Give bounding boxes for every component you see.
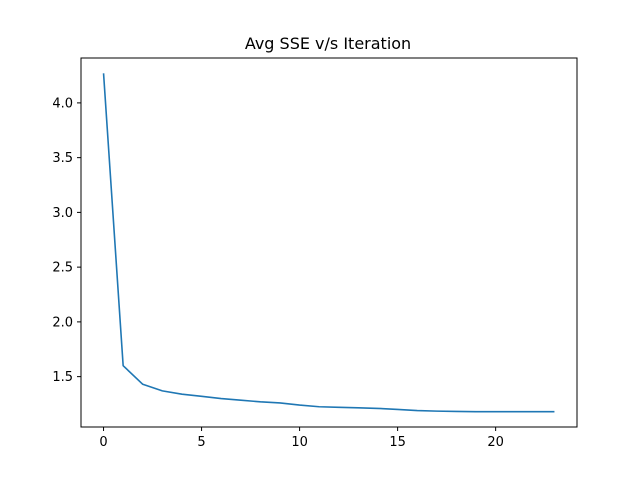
plot-area — [102, 73, 555, 413]
x-tick-label: 15 — [389, 435, 406, 450]
series-line-0 — [102, 73, 555, 413]
x-axis: 0 5 10 15 20 — [99, 427, 504, 450]
x-tick-label: 5 — [197, 435, 205, 450]
y-axis: 1.5 2.0 2.5 3.0 3.5 4.0 — [52, 96, 81, 385]
y-tick-label: 2.0 — [52, 315, 73, 330]
y-tick-label: 3.5 — [52, 151, 73, 166]
x-tick-label: 10 — [291, 435, 308, 450]
y-tick-label: 2.5 — [52, 261, 73, 276]
x-tick-label: 0 — [99, 435, 107, 450]
y-tick-label: 3.0 — [52, 206, 73, 221]
chart-title: Avg SSE v/s Iteration — [245, 34, 411, 53]
y-tick-label: 4.0 — [52, 96, 73, 111]
y-tick-label: 1.5 — [52, 370, 73, 385]
x-tick-label: 20 — [487, 435, 504, 450]
axes-frame — [80, 57, 578, 428]
